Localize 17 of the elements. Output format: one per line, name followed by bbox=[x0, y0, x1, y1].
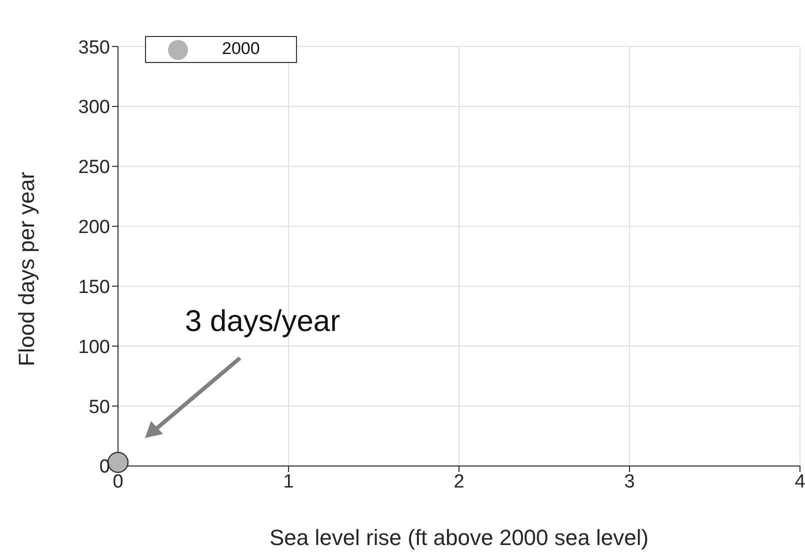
y-tick-label: 250 bbox=[78, 157, 110, 178]
x-tick-label: 1 bbox=[283, 471, 294, 492]
x-tick-label: 2 bbox=[454, 471, 464, 492]
y-axis-title: Flood days per year bbox=[14, 172, 39, 366]
y-tick-label: 50 bbox=[88, 396, 110, 418]
x-axis-title: Sea level rise (ft above 2000 sea level) bbox=[269, 525, 649, 550]
y-tick-label: 0 bbox=[99, 456, 110, 478]
y-tick-label: 150 bbox=[78, 276, 110, 298]
x-tick-label: 3 bbox=[624, 471, 635, 492]
x-tick-label: 0 bbox=[112, 471, 124, 492]
y-tick-label: 200 bbox=[78, 217, 110, 238]
y-tick-label: 100 bbox=[78, 336, 110, 358]
x-tick-label: 4 bbox=[794, 471, 805, 492]
y-tick-label: 350 bbox=[78, 37, 110, 58]
annotation: 3 days/year bbox=[185, 305, 340, 339]
legend-label: 2000 bbox=[222, 39, 260, 58]
y-tick-label: 300 bbox=[78, 97, 110, 118]
